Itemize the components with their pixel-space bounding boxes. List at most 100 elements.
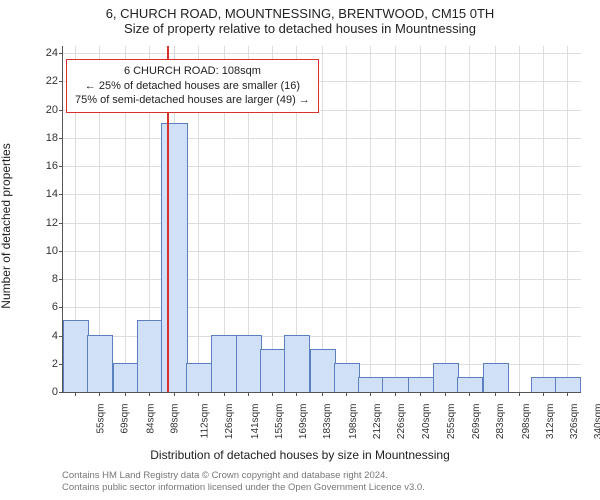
histogram-bar [555,377,581,392]
xtick-mark [420,392,421,396]
ytick-mark [59,110,63,111]
xtick-label: 269sqm [471,404,482,440]
attribution-line-1: Contains HM Land Registry data © Crown c… [62,470,425,482]
ytick-mark [59,53,63,54]
histogram-bar [137,320,163,392]
xtick-label: 340sqm [593,404,600,440]
ytick-label: 18 [28,132,58,144]
histogram-bar [433,363,459,392]
xtick-label: 212sqm [372,404,383,440]
xtick-label: 169sqm [298,404,309,440]
xtick-label: 183sqm [322,404,333,440]
xtick-mark [445,392,446,396]
xtick-label: 298sqm [521,404,532,440]
xtick-mark [370,392,371,396]
ytick-mark [59,392,63,393]
ytick-label: 22 [28,75,58,87]
histogram-bar [358,377,384,392]
ytick-label: 4 [28,330,58,342]
title-line-2: Size of property relative to detached ho… [0,21,600,36]
ytick-label: 6 [28,301,58,313]
histogram-bar [483,363,509,392]
gridline-v [420,46,421,392]
ytick-label: 10 [28,245,58,257]
xtick-label: 326sqm [569,404,580,440]
xtick-label: 84sqm [146,404,157,434]
xtick-label: 283sqm [495,404,506,440]
histogram-bar [186,363,212,392]
histogram-bar [211,335,237,392]
chart-container: 6, CHURCH ROAD, MOUNTNESSING, BRENTWOOD,… [0,0,600,500]
ytick-label: 14 [28,188,58,200]
histogram-bar [284,335,310,392]
xtick-label: 112sqm [199,404,210,439]
ytick-mark [59,166,63,167]
histogram-bar [382,377,408,392]
ytick-label: 12 [28,217,58,229]
xtick-mark [125,392,126,396]
xtick-label: 226sqm [396,404,407,440]
annotation-line: 75% of semi-detached houses are larger (… [75,93,310,108]
xtick-mark [296,392,297,396]
histogram-bar [408,377,434,392]
ytick-label: 16 [28,160,58,172]
gridline-v [322,46,323,392]
histogram-bar [334,363,360,392]
attribution-text: Contains HM Land Registry data © Crown c… [62,470,425,494]
xtick-mark [519,392,520,396]
xtick-label: 69sqm [120,404,131,434]
xtick-label: 141sqm [250,404,261,440]
xtick-label: 312sqm [545,404,556,440]
gridline-v [495,46,496,392]
histogram-bar [63,320,89,392]
histogram-bar [236,335,262,392]
xtick-label: 255sqm [446,404,457,440]
annotation-line: 6 CHURCH ROAD: 108sqm [75,64,310,79]
histogram-bar [310,349,336,392]
ytick-mark [59,279,63,280]
histogram-bar [113,363,139,392]
ytick-mark [59,194,63,195]
gridline-v [395,46,396,392]
xtick-mark [149,392,150,396]
ytick-mark [59,81,63,82]
chart-title: 6, CHURCH ROAD, MOUNTNESSING, BRENTWOOD,… [0,6,600,36]
histogram-bar [87,335,113,392]
xtick-mark [198,392,199,396]
ytick-label: 8 [28,273,58,285]
xtick-mark [174,392,175,396]
ytick-mark [59,251,63,252]
x-axis-label: Distribution of detached houses by size … [0,448,600,462]
xtick-mark [495,392,496,396]
histogram-bar [457,377,483,392]
gridline-v [519,46,520,392]
gridline-v [469,46,470,392]
xtick-label: 55sqm [96,404,107,434]
xtick-mark [543,392,544,396]
gridline-v [445,46,446,392]
xtick-mark [248,392,249,396]
title-line-1: 6, CHURCH ROAD, MOUNTNESSING, BRENTWOOD,… [0,6,600,21]
gridline-v [543,46,544,392]
ytick-mark [59,223,63,224]
xtick-mark [75,392,76,396]
ytick-label: 20 [28,104,58,116]
xtick-mark [567,392,568,396]
histogram-bar [531,377,557,392]
ytick-label: 0 [28,386,58,398]
xtick-label: 198sqm [348,404,359,440]
xtick-label: 126sqm [224,404,235,440]
histogram-bar [260,349,286,392]
gridline-v [567,46,568,392]
ytick-mark [59,307,63,308]
xtick-mark [395,392,396,396]
xtick-mark [346,392,347,396]
y-axis-label: Number of detached properties [0,143,13,308]
gridline-v [346,46,347,392]
xtick-label: 240sqm [421,404,432,440]
gridline-v [370,46,371,392]
xtick-label: 98sqm [170,404,181,434]
annotation-line: ← 25% of detached houses are smaller (16… [75,79,310,94]
xtick-label: 155sqm [274,404,285,440]
xtick-mark [469,392,470,396]
